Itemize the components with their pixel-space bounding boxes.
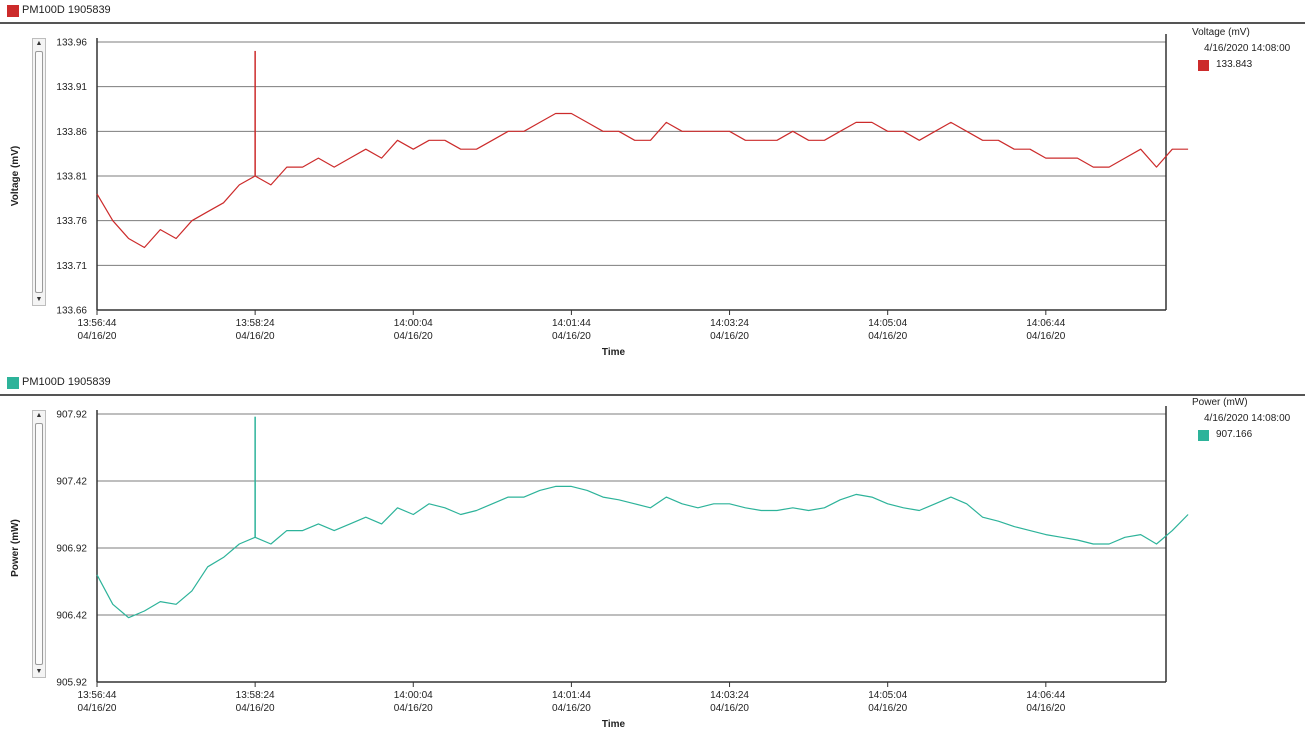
series-title: PM100D 1905839	[22, 376, 111, 388]
series-color-swatch	[7, 377, 19, 389]
x-tick-date-label: 04/16/20	[1026, 703, 1065, 714]
legend-date: 4/16/2020 14:08:00	[1204, 43, 1291, 54]
x-axis-title: Time	[602, 719, 626, 730]
scroll-up-icon[interactable]: ▲	[35, 40, 43, 47]
x-tick-date-label: 04/16/20	[868, 331, 907, 342]
y-tick-label: 133.96	[56, 38, 87, 49]
legend-value: 907.166	[1216, 429, 1253, 440]
y-tick-label: 906.92	[56, 544, 87, 555]
vertical-scrollbar[interactable]: ▲ ▼	[32, 38, 46, 306]
x-tick-time-label: 14:05:04	[868, 318, 907, 329]
legend-value: 133.843	[1216, 59, 1253, 70]
panel-header: PM100D 1905839	[0, 372, 1305, 396]
x-tick-time-label: 13:56:44	[78, 690, 117, 701]
series-color-swatch	[7, 5, 19, 17]
x-tick-time-label: 14:00:04	[394, 318, 433, 329]
y-tick-label: 907.92	[56, 410, 87, 421]
x-tick-date-label: 04/16/20	[552, 331, 591, 342]
legend-date: 4/16/2020 14:08:00	[1204, 413, 1291, 424]
scroll-up-icon[interactable]: ▲	[35, 412, 43, 419]
power-panel: PM100D 1905839 907.92 907.42 906.92 906.42 9…	[0, 372, 1305, 738]
x-tick-time-label: 13:58:24	[236, 318, 275, 329]
x-tick-time-label: 14:03:24	[710, 318, 749, 329]
y-tick-label: 907.42	[56, 477, 87, 488]
x-tick-date-label: 04/16/20	[868, 703, 907, 714]
y-axis-title: Power (mW)	[10, 519, 21, 577]
legend-color-swatch	[1198, 60, 1209, 71]
scrollbar-thumb[interactable]	[35, 423, 43, 665]
x-tick-date-label: 04/16/20	[1026, 331, 1065, 342]
y-axis-title: Voltage (mV)	[10, 146, 21, 206]
y-tick-label: 906.42	[56, 611, 87, 622]
x-tick-time-label: 14:06:44	[1026, 690, 1065, 701]
x-axis-title: Time	[602, 347, 626, 358]
y-tick-label: 133.81	[56, 172, 87, 183]
x-tick-date-label: 04/16/20	[552, 703, 591, 714]
series-title: PM100D 1905839	[22, 4, 111, 16]
vertical-scrollbar[interactable]: ▲ ▼	[32, 410, 46, 678]
legend-title: Voltage (mV)	[1192, 27, 1250, 38]
voltage-panel: PM100D 1905839 133.96 133.91 133.86 133.81 1…	[0, 0, 1305, 366]
x-tick-time-label: 14:05:04	[868, 690, 907, 701]
x-tick-date-label: 04/16/20	[394, 703, 433, 714]
x-tick-time-label: 14:01:44	[552, 318, 591, 329]
y-tick-label: 133.66	[56, 306, 87, 317]
panel-header: PM100D 1905839	[0, 0, 1305, 24]
x-tick-date-label: 04/16/20	[710, 331, 749, 342]
y-tick-label: 133.76	[56, 216, 87, 227]
x-tick-time-label: 13:56:44	[78, 318, 117, 329]
y-tick-label: 133.86	[56, 127, 87, 138]
legend-title: Power (mW)	[1192, 397, 1248, 408]
scroll-down-icon[interactable]: ▼	[35, 668, 43, 675]
x-tick-date-label: 04/16/20	[236, 703, 275, 714]
x-tick-time-label: 13:58:24	[236, 690, 275, 701]
x-tick-date-label: 04/16/20	[78, 331, 117, 342]
y-tick-label: 905.92	[56, 678, 87, 689]
x-tick-time-label: 14:01:44	[552, 690, 591, 701]
y-tick-label: 133.71	[56, 261, 87, 272]
x-tick-date-label: 04/16/20	[236, 331, 275, 342]
series-line	[96, 485, 1189, 619]
x-tick-time-label: 14:03:24	[710, 690, 749, 701]
x-tick-date-label: 04/16/20	[710, 703, 749, 714]
series-line	[96, 112, 1189, 249]
x-tick-time-label: 14:00:04	[394, 690, 433, 701]
y-tick-label: 133.91	[56, 82, 87, 93]
voltage-chart: 133.96 133.91 133.86 133.81 133.76 133.71 133.…	[10, 34, 1189, 358]
legend-color-swatch	[1198, 430, 1209, 441]
x-tick-date-label: 04/16/20	[394, 331, 433, 342]
scrollbar-thumb[interactable]	[35, 51, 43, 293]
x-tick-date-label: 04/16/20	[78, 703, 117, 714]
scroll-down-icon[interactable]: ▼	[35, 296, 43, 303]
x-tick-time-label: 14:06:44	[1026, 318, 1065, 329]
